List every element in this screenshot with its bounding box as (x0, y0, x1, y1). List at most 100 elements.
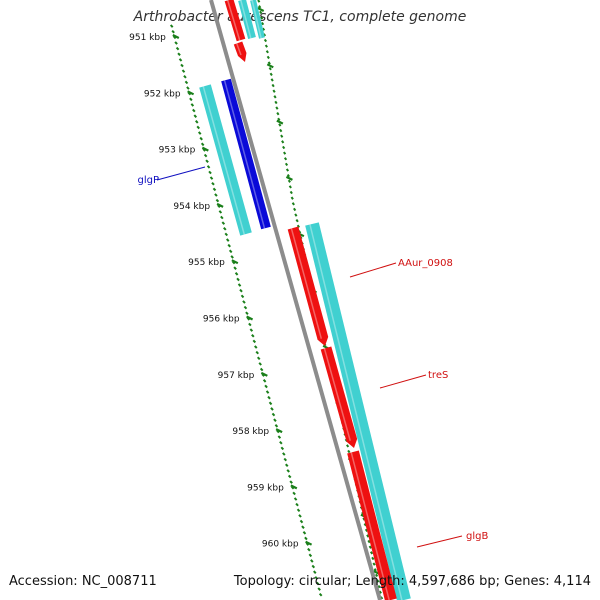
minor-tick (288, 185, 292, 189)
minor-tick (295, 502, 299, 507)
minor-tick (221, 221, 226, 225)
minor-tick (293, 207, 297, 212)
minor-tick (268, 66, 272, 71)
minor-tick (259, 10, 263, 15)
minor-tick (205, 159, 209, 163)
major-tick (172, 34, 180, 39)
minor-tick (280, 446, 285, 451)
minor-tick (245, 311, 249, 316)
minor-tick (233, 266, 237, 270)
minor-tick (377, 584, 381, 589)
leader-line (156, 166, 206, 181)
minor-tick (301, 525, 305, 529)
ruler-label: 957 kbp (218, 371, 255, 381)
minor-tick (366, 534, 370, 538)
gene-feature-red-highlight (236, 43, 242, 56)
minor-tick (206, 165, 211, 169)
minor-tick (299, 519, 304, 524)
minor-tick (293, 497, 298, 501)
gene-label-AAur_0908[interactable]: AAur_0908 (398, 258, 453, 269)
major-tick (305, 540, 313, 546)
leader-line (379, 374, 427, 389)
major-tick (231, 259, 239, 265)
major-tick (246, 315, 254, 321)
minor-tick (236, 277, 240, 282)
minor-tick (226, 238, 230, 242)
minor-tick (364, 528, 369, 532)
gene-labels: glgP AAur_0908 treS glgB (137, 166, 488, 548)
minor-tick (271, 83, 275, 88)
minor-tick (267, 61, 271, 65)
gene-feature-red-highlight (226, 0, 241, 41)
minor-tick (311, 564, 316, 569)
minor-tick (228, 249, 233, 254)
minor-tick (184, 80, 189, 85)
gene-label-glgP[interactable]: glgP (137, 175, 159, 186)
minor-tick (249, 328, 254, 332)
gene-feature-red (224, 0, 246, 42)
major-tick (276, 119, 284, 125)
major-tick (285, 175, 293, 181)
ruler-label: 959 kbp (247, 483, 284, 493)
minor-tick (275, 106, 279, 110)
minor-tick (317, 587, 321, 591)
minor-tick (318, 592, 323, 597)
minor-tick (285, 168, 290, 172)
minor-tick (315, 581, 320, 586)
minor-tick (265, 390, 270, 394)
minor-tick (252, 339, 257, 344)
minor-tick (270, 78, 274, 82)
minor-tick (199, 136, 203, 141)
minor-tick (283, 457, 288, 462)
minor-tick (230, 255, 234, 259)
ruler-label: 952 kbp (144, 89, 181, 99)
minor-tick (291, 202, 295, 206)
minor-tick (279, 128, 283, 133)
minor-tick (270, 407, 274, 411)
minor-tick (242, 300, 246, 304)
minor-tick (290, 196, 294, 200)
minor-tick (376, 579, 380, 583)
minor-tick (285, 463, 289, 468)
minor-tick (378, 590, 382, 594)
minor-tick (286, 173, 290, 178)
minor-tick (369, 551, 374, 555)
minor-tick (273, 418, 277, 422)
gene-label-treS[interactable]: treS (428, 370, 448, 381)
minor-tick (267, 395, 271, 400)
minor-tick (284, 162, 289, 167)
minor-tick (186, 86, 190, 90)
major-tick (187, 90, 195, 96)
minor-tick (282, 145, 286, 150)
minor-tick (237, 283, 242, 287)
minor-tick (218, 210, 223, 214)
gene-label-glgB[interactable]: glgB (466, 531, 488, 542)
minor-tick (254, 345, 258, 349)
minor-tick (178, 58, 183, 62)
minor-tick (262, 379, 267, 383)
minor-tick (248, 322, 252, 327)
minor-tick (211, 181, 215, 186)
minor-tick (224, 232, 229, 237)
ruler-label: 958 kbp (232, 427, 269, 437)
minor-tick (269, 72, 273, 76)
ruler-label: 955 kbp (188, 258, 225, 268)
minor-tick (258, 362, 262, 366)
ruler-label: 956 kbp (203, 315, 240, 325)
cds-feature (305, 222, 411, 600)
minor-tick (280, 134, 284, 138)
minor-tick (258, 5, 262, 9)
accession-label: Accession: NC_008711 (9, 574, 157, 589)
minor-tick (261, 27, 266, 31)
major-tick (290, 484, 298, 490)
minor-tick (346, 444, 350, 448)
minor-tick (227, 243, 231, 248)
genome-summary: Topology: circular; Length: 4,597,686 bp… (233, 574, 591, 589)
minor-tick (302, 531, 307, 535)
genome-backbone (209, 0, 382, 600)
gene-feature-glgP-highlight (223, 80, 266, 229)
minor-tick (181, 69, 186, 73)
feature-track (199, 0, 411, 600)
minor-tick (260, 16, 264, 20)
minor-tick (212, 187, 217, 192)
